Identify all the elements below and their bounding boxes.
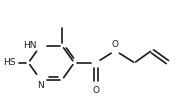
- Text: HN: HN: [23, 41, 37, 50]
- Text: N: N: [37, 81, 44, 90]
- Text: O: O: [112, 41, 119, 50]
- Text: HS: HS: [3, 58, 15, 67]
- Text: O: O: [92, 86, 99, 95]
